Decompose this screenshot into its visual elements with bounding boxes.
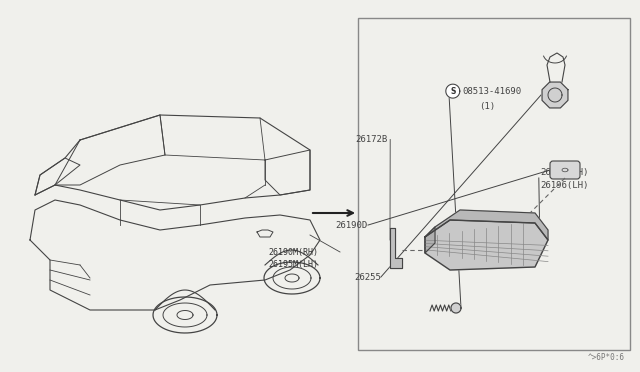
Text: 26191(RH): 26191(RH) bbox=[541, 169, 589, 177]
Polygon shape bbox=[425, 227, 435, 253]
Polygon shape bbox=[451, 303, 461, 313]
Text: 26196(LH): 26196(LH) bbox=[541, 182, 589, 190]
Polygon shape bbox=[425, 220, 548, 270]
Text: ^>6P*0:6: ^>6P*0:6 bbox=[588, 353, 625, 362]
Text: S: S bbox=[450, 87, 456, 96]
FancyBboxPatch shape bbox=[550, 161, 580, 179]
Text: 26172B: 26172B bbox=[355, 135, 387, 144]
Polygon shape bbox=[446, 84, 460, 98]
Text: 26190M(RH): 26190M(RH) bbox=[268, 248, 318, 257]
Polygon shape bbox=[390, 228, 402, 268]
Text: 26190D: 26190D bbox=[336, 221, 368, 230]
Text: 08513-41690: 08513-41690 bbox=[463, 87, 522, 96]
Polygon shape bbox=[542, 82, 568, 108]
Text: (1): (1) bbox=[479, 102, 495, 110]
Text: 26255: 26255 bbox=[354, 273, 381, 282]
Bar bbox=[358, 18, 630, 350]
Text: 26195M(LH): 26195M(LH) bbox=[268, 260, 318, 269]
Polygon shape bbox=[425, 210, 548, 240]
